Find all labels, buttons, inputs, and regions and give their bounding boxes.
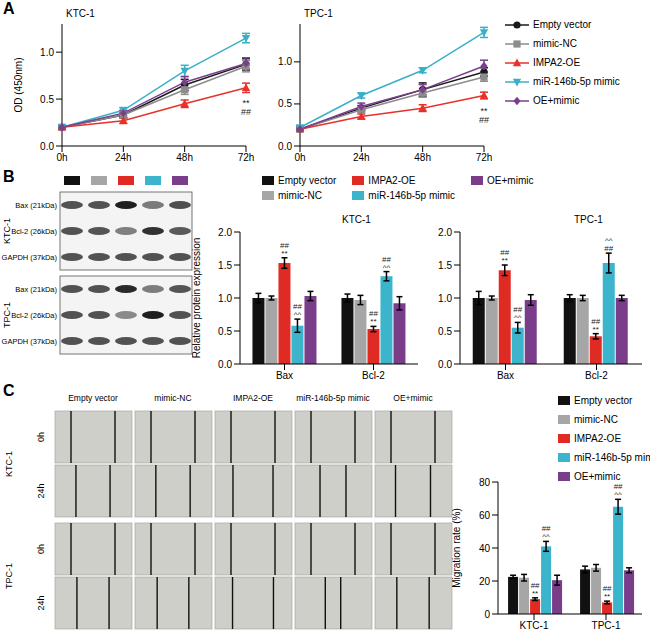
svg-text:Bcl-2: Bcl-2 (362, 370, 385, 381)
svg-text:Bcl-2: Bcl-2 (585, 370, 608, 381)
svg-text:24h: 24h (115, 152, 132, 163)
svg-text:24h: 24h (353, 152, 370, 163)
html-text:B: B (3, 168, 15, 185)
svg-text:^^: ^^ (514, 313, 522, 322)
svg-text:KTC-1: KTC-1 (8, 451, 14, 477)
svg-text:TPC-1: TPC-1 (8, 563, 14, 589)
svg-text:0.0: 0.0 (218, 359, 232, 370)
html-text:KTC-1: KTC-1 (66, 8, 95, 19)
html-text:OE+mimic: OE+mimic (487, 175, 534, 186)
svg-text:1.0: 1.0 (278, 56, 292, 67)
svg-text:48h: 48h (176, 152, 193, 163)
svg-text:60: 60 (479, 510, 491, 521)
svg-text:^^: ^^ (294, 310, 302, 319)
svg-text:0.0: 0.0 (278, 141, 292, 152)
svg-text:2.0: 2.0 (438, 227, 452, 238)
html-text:miR-146b-5p mimic: miR-146b-5p mimic (533, 76, 620, 87)
svg-text:80: 80 (479, 477, 491, 488)
svg-text:Migration rate (%): Migration rate (%) (452, 508, 462, 587)
svg-text:40: 40 (479, 543, 491, 554)
svg-text:0.5: 0.5 (278, 98, 292, 109)
html-text:Empty vector: Empty vector (574, 395, 633, 406)
svg-text:1.0: 1.0 (218, 293, 232, 304)
html-text:TPC-1: TPC-1 (304, 8, 333, 19)
svg-text:Bcl-2 (26kDa): Bcl-2 (26kDa) (11, 227, 57, 236)
svg-text:1.0: 1.0 (438, 293, 452, 304)
svg-text:Bax: Bax (497, 370, 514, 381)
svg-text:0: 0 (484, 609, 490, 620)
svg-text:miR-146b-5p mimic: miR-146b-5p mimic (296, 393, 370, 403)
html-text:Empty vector: Empty vector (533, 19, 592, 30)
html-text:Empty vector: Empty vector (278, 175, 337, 186)
svg-text:0h: 0h (56, 152, 67, 163)
svg-text:1.5: 1.5 (218, 260, 232, 271)
html-text:C: C (3, 382, 15, 399)
svg-text:Bcl-2 (26kDa): Bcl-2 (26kDa) (11, 311, 57, 320)
svg-text:24h: 24h (36, 595, 46, 610)
svg-text:^^: ^^ (383, 263, 391, 272)
svg-text:0.5: 0.5 (218, 326, 232, 337)
svg-text:##: ## (241, 107, 251, 117)
svg-text:Empty vector: Empty vector (68, 393, 118, 403)
svg-text:**: ** (593, 325, 599, 334)
svg-text:**: ** (502, 256, 508, 265)
html-text:IMPA2-OE: IMPA2-OE (574, 433, 621, 444)
html-text:mimic-NC: mimic-NC (533, 38, 577, 49)
svg-text:^^: ^^ (614, 490, 622, 499)
html-text:miR-146b-5p mimic: miR-146b-5p mimic (368, 190, 455, 201)
svg-text:mimic-NC: mimic-NC (154, 393, 191, 403)
svg-text:2.0: 2.0 (218, 227, 232, 238)
svg-text:0h: 0h (36, 432, 46, 442)
html-text:TPC-1: TPC-1 (574, 214, 603, 225)
svg-text:^^: ^^ (242, 24, 251, 28)
svg-text:0.0: 0.0 (40, 141, 54, 152)
svg-text:**: ** (370, 317, 376, 326)
html-text:A: A (3, 0, 15, 17)
html-text:OE+mimic: OE+mimic (533, 95, 580, 106)
svg-text:0h: 0h (294, 152, 305, 163)
html-text:mimic-NC: mimic-NC (574, 414, 618, 425)
svg-text:GAPDH (37kDa): GAPDH (37kDa) (8, 337, 57, 346)
svg-text:Bax (21kDa): Bax (21kDa) (15, 285, 57, 294)
svg-text:72h: 72h (476, 152, 493, 163)
svg-text:48h: 48h (414, 152, 431, 163)
svg-text:72h: 72h (238, 152, 255, 163)
svg-text:##: ## (604, 244, 613, 253)
svg-text:IMPA2-OE: IMPA2-OE (233, 393, 273, 403)
svg-text:0.5: 0.5 (40, 94, 54, 105)
svg-text:Bax: Bax (276, 370, 293, 381)
svg-text:1.5: 1.5 (438, 260, 452, 271)
html-text:IMPA2-OE: IMPA2-OE (368, 175, 416, 186)
svg-text:##: ## (479, 115, 489, 125)
html-text:OE+mimic: OE+mimic (574, 471, 621, 482)
html-text:IMPA2-OE: IMPA2-OE (533, 57, 580, 68)
svg-text:0.5: 0.5 (438, 326, 452, 337)
svg-text:**: ** (604, 592, 610, 601)
svg-text:TPC-1: TPC-1 (592, 620, 621, 631)
svg-text:Relative protein expression: Relative protein expression (192, 238, 202, 359)
svg-text:^^: ^^ (542, 532, 550, 541)
svg-text:1.0: 1.0 (40, 47, 54, 58)
svg-text:0.0: 0.0 (438, 359, 452, 370)
svg-text:**: ** (532, 589, 538, 598)
svg-text:GAPDH (37kDa): GAPDH (37kDa) (8, 253, 57, 262)
svg-text:Bax (21kDa): Bax (21kDa) (15, 201, 57, 210)
svg-text:OD (450nm): OD (450nm) (14, 57, 24, 112)
html-text:mimic-NC: mimic-NC (278, 190, 322, 201)
svg-text:24h: 24h (36, 483, 46, 498)
svg-text:KTC-1: KTC-1 (520, 620, 549, 631)
svg-text:20: 20 (479, 576, 491, 587)
svg-text:**: ** (281, 249, 287, 258)
svg-text:OE+mimic: OE+mimic (393, 393, 433, 403)
html-text:KTC-1: KTC-1 (342, 214, 371, 225)
svg-text:0h: 0h (36, 544, 46, 554)
